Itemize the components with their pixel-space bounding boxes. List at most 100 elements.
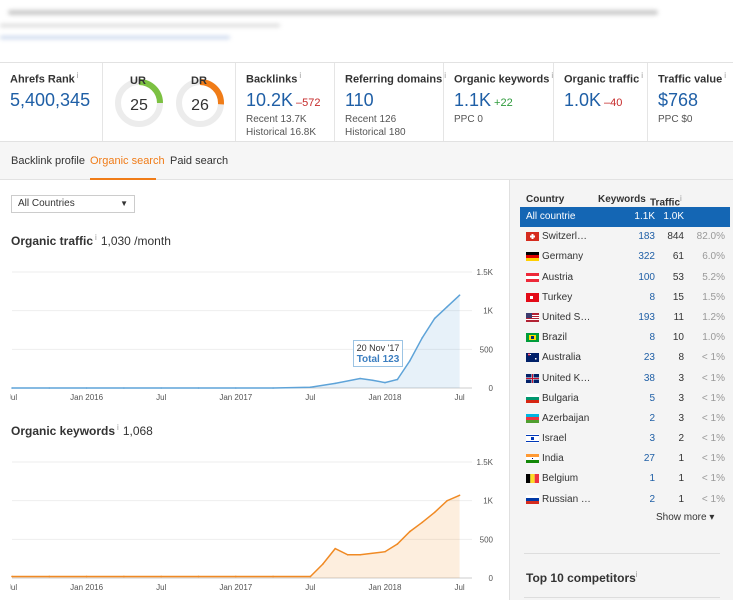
data-point[interactable]	[234, 575, 237, 578]
data-point[interactable]	[11, 575, 13, 578]
tab-organic-search[interactable]: Organic search	[90, 155, 165, 167]
info-icon[interactable]: i	[551, 71, 554, 80]
info-icon[interactable]: i	[95, 233, 97, 242]
country-keywords[interactable]: 8	[649, 332, 655, 344]
data-point[interactable]	[123, 575, 125, 578]
country-row[interactable]: Belgium 1 1 < 1%	[520, 469, 730, 489]
backlinks-recent[interactable]: Recent 13.7K	[246, 113, 307, 125]
traffic-header[interactable]: Traffici	[650, 194, 682, 208]
tab-paid-search[interactable]: Paid search	[170, 155, 229, 167]
country-keywords[interactable]: 2	[649, 412, 655, 424]
organic-traffic-chart[interactable]: 1.5K 1K 500 0 Jul Jan 2016 Jul Jan 2017 Jul Jan 2…	[7, 262, 500, 407]
tab-backlink-profile[interactable]: Backlink profile	[11, 155, 85, 167]
country-keywords[interactable]: 5	[649, 392, 655, 404]
data-point[interactable]	[396, 378, 399, 381]
country-keywords[interactable]: 193	[638, 311, 655, 323]
data-point[interactable]	[384, 550, 386, 553]
data-point[interactable]	[334, 547, 337, 550]
organic-keywords-value[interactable]: 1.1K	[454, 89, 492, 110]
country-row[interactable]: India 27 1 < 1%	[520, 449, 730, 469]
country-select[interactable]: All Countries ▼	[11, 195, 135, 213]
country-row[interactable]: Russian … 2 1 < 1%	[520, 490, 730, 510]
country-row[interactable]: Azerbaijan 2 3 < 1%	[520, 409, 730, 429]
country-row[interactable]: Bulgaria 5 3 < 1%	[520, 389, 730, 409]
info-icon[interactable]: i	[724, 71, 726, 80]
backlinks-value[interactable]: 10.2K	[246, 89, 294, 110]
data-point[interactable]	[11, 387, 13, 389]
data-point[interactable]	[309, 386, 312, 389]
info-icon[interactable]: i	[641, 71, 643, 80]
data-point[interactable]	[446, 499, 448, 502]
country-row-all[interactable]: All countries 1.1K 1.0K	[520, 207, 730, 228]
data-point[interactable]	[371, 552, 374, 555]
info-icon[interactable]: i	[117, 423, 119, 432]
data-point[interactable]	[309, 575, 312, 578]
data-point[interactable]	[359, 377, 361, 380]
data-point[interactable]	[384, 381, 386, 384]
data-point[interactable]	[272, 575, 274, 578]
country-keywords[interactable]: 3	[649, 433, 655, 445]
country-keywords[interactable]: 1.1K	[634, 211, 655, 222]
country-row[interactable]: United K… 38 3 < 1%	[520, 369, 730, 389]
country-keywords[interactable]: 2	[649, 493, 655, 505]
country-row[interactable]: Austria 100 53 5.2%	[520, 268, 730, 288]
referring-domains-recent[interactable]: Recent 126	[345, 113, 397, 125]
info-icon[interactable]: i	[76, 71, 79, 80]
data-point[interactable]	[160, 387, 162, 389]
keywords-header[interactable]: Keywords	[598, 194, 646, 205]
country-row[interactable]: Israel 3 2 < 1%	[520, 429, 730, 449]
referring-domains-value[interactable]: 110	[345, 89, 374, 110]
data-point[interactable]	[234, 387, 237, 389]
organic-keywords-ppc[interactable]: PPC 0	[454, 113, 483, 125]
backlinks-historical[interactable]: Historical 16.8K	[246, 126, 317, 138]
data-point[interactable]	[346, 554, 349, 556]
data-point[interactable]	[359, 554, 361, 556]
country-keywords[interactable]: 1	[649, 473, 655, 485]
data-point[interactable]	[272, 387, 274, 389]
country-row[interactable]: Switzerl… 183 844 82.0%	[520, 227, 730, 247]
country-keywords[interactable]: 322	[638, 251, 655, 263]
data-point[interactable]	[409, 530, 411, 533]
traffic-value-value[interactable]: $768	[658, 89, 699, 110]
country-keywords[interactable]: 38	[643, 372, 655, 384]
info-icon[interactable]: i	[680, 194, 682, 203]
country-row[interactable]: Australia 23 8 < 1%	[520, 348, 730, 368]
data-point[interactable]	[433, 511, 436, 514]
data-point[interactable]	[433, 317, 436, 320]
data-point[interactable]	[446, 306, 448, 308]
country-row[interactable]: United S… 193 11 1.2%	[520, 308, 730, 328]
info-icon[interactable]: i	[635, 570, 638, 579]
country-row[interactable]: Brazil 8 10 1.0%	[520, 328, 730, 348]
data-point[interactable]	[421, 336, 424, 339]
country-keywords[interactable]: 8	[649, 291, 655, 303]
info-icon[interactable]: i	[299, 71, 302, 80]
country-keywords[interactable]: 27	[643, 453, 655, 465]
referring-domains-historical[interactable]: Historical 180	[345, 126, 406, 138]
data-point[interactable]	[371, 379, 374, 382]
data-point[interactable]	[85, 575, 88, 578]
country-row[interactable]: Germany 322 61 6.0%	[520, 247, 730, 267]
data-point[interactable]	[334, 382, 337, 385]
data-point[interactable]	[48, 387, 51, 389]
country-row[interactable]: Turkey 8 15 1.5%	[520, 288, 730, 308]
country-keywords[interactable]: 183	[638, 231, 655, 243]
dr-gauge[interactable]: DR 26	[174, 75, 225, 129]
data-point[interactable]	[458, 294, 461, 296]
data-point[interactable]	[409, 360, 411, 362]
country-keywords[interactable]: 100	[638, 271, 655, 283]
organic-keywords-chart[interactable]: 1.5K 1K 500 0 Jul Jan 2016 Jul Jan 2017 Jul Jan 2…	[7, 452, 500, 597]
data-point[interactable]	[48, 575, 51, 578]
data-point[interactable]	[421, 521, 424, 524]
data-point[interactable]	[85, 387, 88, 389]
country-keywords[interactable]: 23	[643, 352, 655, 364]
show-more-link[interactable]: Show more ▾	[656, 512, 715, 523]
ur-gauge[interactable]: UR 25	[113, 75, 164, 129]
data-point[interactable]	[197, 575, 200, 578]
data-point[interactable]	[396, 543, 399, 545]
data-point[interactable]	[123, 387, 125, 389]
info-icon[interactable]: i	[444, 71, 446, 80]
organic-traffic-value[interactable]: 1.0K	[564, 89, 602, 110]
ahrefs-rank-value[interactable]: 5,400,345	[10, 89, 91, 110]
data-point[interactable]	[458, 494, 461, 497]
data-point[interactable]	[160, 575, 162, 578]
